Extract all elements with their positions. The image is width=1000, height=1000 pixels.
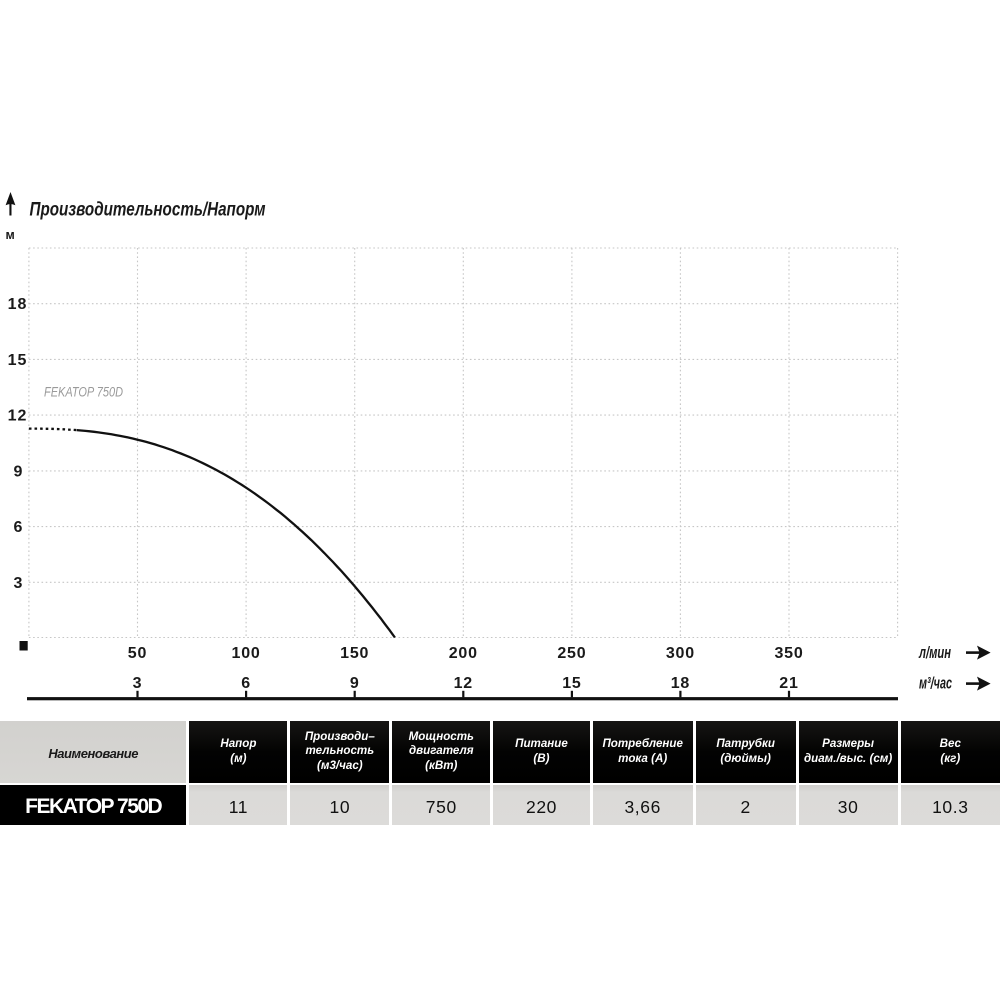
svg-text:FEKATOP 750D: FEKATOP 750D <box>44 385 123 400</box>
svg-text:9: 9 <box>350 675 360 692</box>
svg-text:300: 300 <box>666 645 695 662</box>
svg-text:15: 15 <box>8 352 28 369</box>
svg-text:л/мин: л/мин <box>918 643 951 662</box>
svg-text:100: 100 <box>232 645 261 662</box>
svg-text:18: 18 <box>671 675 690 692</box>
svg-text:6: 6 <box>14 519 24 536</box>
svg-text:6: 6 <box>241 675 251 692</box>
svg-text:18: 18 <box>8 296 28 313</box>
svg-text:15: 15 <box>562 675 581 692</box>
svg-text:9: 9 <box>14 463 24 480</box>
svg-text:150: 150 <box>340 645 369 662</box>
svg-text:3: 3 <box>133 675 143 692</box>
svg-text:21: 21 <box>779 675 798 692</box>
svg-text:м: м <box>6 228 15 242</box>
svg-text:Производительность/Напорм: Производительность/Напорм <box>30 200 266 221</box>
svg-text:12: 12 <box>8 408 28 425</box>
svg-text:12: 12 <box>454 675 473 692</box>
svg-text:200: 200 <box>449 645 478 662</box>
svg-text:м³/час: м³/час <box>919 674 952 693</box>
svg-text:50: 50 <box>128 645 147 662</box>
svg-text:250: 250 <box>557 645 586 662</box>
svg-text:350: 350 <box>774 645 803 662</box>
svg-text:3: 3 <box>14 575 24 592</box>
